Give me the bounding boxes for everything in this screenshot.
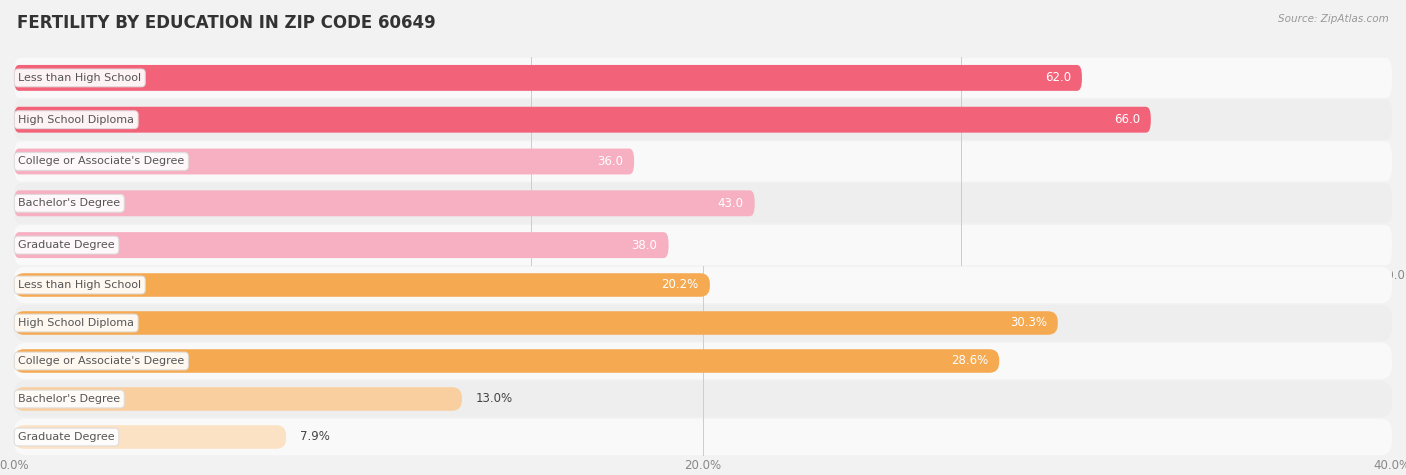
FancyBboxPatch shape — [14, 343, 1392, 379]
FancyBboxPatch shape — [14, 190, 755, 216]
FancyBboxPatch shape — [14, 305, 1392, 341]
FancyBboxPatch shape — [14, 419, 1392, 455]
FancyBboxPatch shape — [14, 232, 669, 258]
Text: 62.0: 62.0 — [1045, 71, 1071, 85]
Text: 66.0: 66.0 — [1114, 113, 1140, 126]
FancyBboxPatch shape — [14, 425, 287, 449]
Text: 28.6%: 28.6% — [950, 354, 988, 368]
Text: College or Associate's Degree: College or Associate's Degree — [18, 156, 184, 167]
FancyBboxPatch shape — [14, 267, 1392, 303]
Text: College or Associate's Degree: College or Associate's Degree — [18, 356, 184, 366]
Text: Less than High School: Less than High School — [18, 73, 142, 83]
FancyBboxPatch shape — [14, 381, 1392, 417]
Text: High School Diploma: High School Diploma — [18, 318, 134, 328]
FancyBboxPatch shape — [14, 273, 710, 297]
FancyBboxPatch shape — [14, 311, 1057, 335]
Text: 13.0%: 13.0% — [475, 392, 513, 406]
Text: 36.0: 36.0 — [598, 155, 623, 168]
FancyBboxPatch shape — [14, 387, 463, 411]
Text: 20.2%: 20.2% — [662, 278, 699, 292]
Text: Source: ZipAtlas.com: Source: ZipAtlas.com — [1278, 14, 1389, 24]
Text: High School Diploma: High School Diploma — [18, 114, 134, 125]
FancyBboxPatch shape — [14, 349, 1000, 373]
Text: Graduate Degree: Graduate Degree — [18, 240, 115, 250]
Text: Bachelor's Degree: Bachelor's Degree — [18, 198, 121, 209]
Text: FERTILITY BY EDUCATION IN ZIP CODE 60649: FERTILITY BY EDUCATION IN ZIP CODE 60649 — [17, 14, 436, 32]
FancyBboxPatch shape — [14, 225, 1392, 265]
FancyBboxPatch shape — [14, 142, 1392, 181]
Text: 30.3%: 30.3% — [1010, 316, 1047, 330]
FancyBboxPatch shape — [14, 65, 1083, 91]
FancyBboxPatch shape — [14, 58, 1392, 98]
FancyBboxPatch shape — [14, 183, 1392, 223]
Text: 7.9%: 7.9% — [299, 430, 330, 444]
Text: Bachelor's Degree: Bachelor's Degree — [18, 394, 121, 404]
Text: Less than High School: Less than High School — [18, 280, 142, 290]
Text: 43.0: 43.0 — [717, 197, 744, 210]
Text: Graduate Degree: Graduate Degree — [18, 432, 115, 442]
FancyBboxPatch shape — [14, 107, 1152, 133]
Text: 38.0: 38.0 — [631, 238, 658, 252]
FancyBboxPatch shape — [14, 149, 634, 174]
FancyBboxPatch shape — [14, 100, 1392, 140]
